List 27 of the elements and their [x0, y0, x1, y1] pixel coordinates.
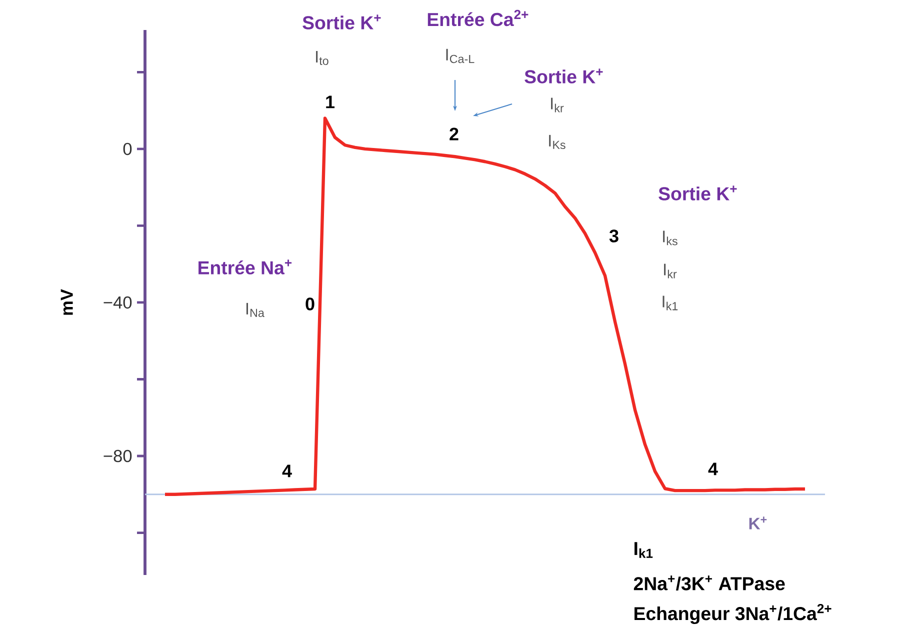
- annotation: 4: [708, 462, 718, 476]
- text: 2Na$^{+}$/3K$^{+}$ ATPase: [634, 575, 785, 590]
- annotation: 3: [609, 230, 618, 242]
- y-tick-label: −80: [104, 450, 132, 462]
- annotation: I$_{Ca-L}$: [446, 48, 474, 64]
- text: Entrée Ca$^{2+}$: [428, 10, 528, 26]
- annotation: 4: [282, 464, 292, 478]
- text: Echangeur 3Na$^{+}$/1Ca$^{2+}$: [634, 604, 832, 624]
- annotation: Sortie K$^{+}$: [658, 186, 737, 200]
- ref-line-label: K$^{+}$: [749, 516, 767, 530]
- annotation: 2: [450, 128, 458, 140]
- annotation: I$_{to}$: [316, 51, 328, 65]
- annotation: I$_{Na}$: [246, 302, 264, 318]
- annotation: I$_{Ks}$: [549, 134, 566, 150]
- annotation: I$_{k1}$: [662, 296, 678, 310]
- annotation: 0: [306, 298, 314, 310]
- annotation: Sortie K$^{+}$: [524, 68, 603, 84]
- text: Sortie K$^{+}$: [302, 14, 381, 30]
- y-tick-label: 0: [123, 142, 132, 156]
- y-tick-label: −40: [104, 296, 132, 309]
- annotation: 1: [326, 96, 335, 108]
- annotation: I$_{kr}$: [551, 98, 564, 112]
- annotation: Entrée Na$^{+}$: [198, 260, 292, 274]
- y-axis-title: mV: [60, 289, 73, 315]
- annotation: I$_{kr}$: [664, 264, 677, 278]
- annotation: I$_{k1}$: [634, 542, 653, 558]
- annotation: I$_{ks}$: [663, 230, 678, 246]
